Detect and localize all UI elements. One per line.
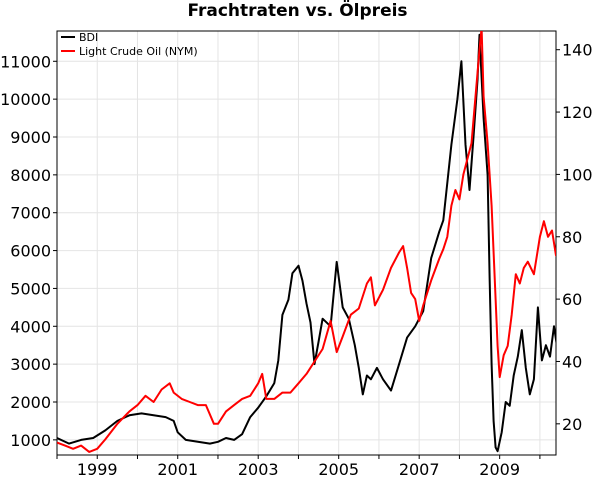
chart-title: Frachtraten vs. Ölpreis — [187, 1, 408, 21]
x-tick-label: 1999 — [77, 460, 118, 479]
y-right-tick-label: 80 — [562, 228, 582, 247]
y-left-tick-label: 7000 — [10, 204, 51, 223]
y-left-tick-label: 6000 — [10, 242, 51, 261]
x-tick-label: 2003 — [238, 460, 279, 479]
axis-layer: 1999 2001 2003 2005 2007 2009 1000 2000 3000 4000… — [0, 41, 592, 479]
y-left-tick-label: 5000 — [10, 279, 51, 298]
y-left-tick-label: 3000 — [10, 355, 51, 374]
y-right-tick-label: 100 — [562, 165, 593, 184]
legend-label-crude-oil: Light Crude Oil (NYM) — [79, 45, 198, 58]
y-left-tick-label: 10000 — [0, 90, 51, 109]
plot-frame — [56, 30, 557, 456]
grid-layer — [56, 31, 556, 455]
y-left-tick-label: 1000 — [10, 431, 51, 450]
y-left-tick-label: 4000 — [10, 317, 51, 336]
x-tick-label: 2007 — [399, 460, 440, 479]
y-right-tick-label: 120 — [562, 103, 593, 122]
plot-background — [57, 31, 556, 455]
bdi-series-line — [57, 33, 556, 453]
x-tick-label: 2005 — [318, 460, 359, 479]
y-right-tick-label: 140 — [562, 41, 593, 60]
y-right-tick-label: 40 — [562, 352, 582, 371]
legend-label-bdi: BDI — [79, 31, 98, 44]
y-right-tick-label: 20 — [562, 415, 582, 434]
series-layer — [57, 31, 556, 453]
y-left-tick-label: 9000 — [10, 128, 51, 147]
y-right-tick-label: 60 — [562, 290, 582, 309]
y-left-tick-label: 8000 — [10, 166, 51, 185]
x-tick-label: 2001 — [157, 460, 198, 479]
y-left-tick-label: 2000 — [10, 393, 51, 412]
x-tick-label: 2009 — [479, 460, 520, 479]
crude-oil-series-line — [57, 31, 556, 453]
y-left-tick-label: 11000 — [0, 52, 51, 71]
